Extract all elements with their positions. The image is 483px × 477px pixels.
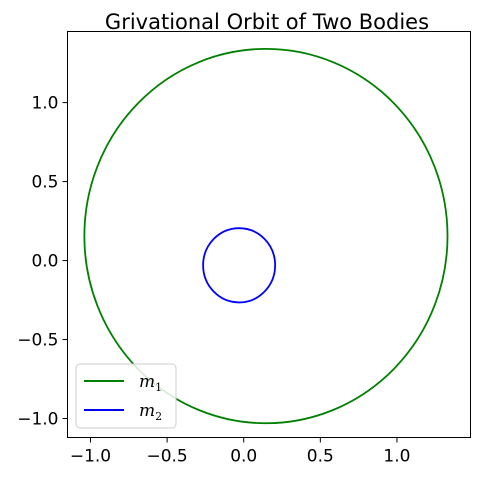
x-tick-label: −1.0	[70, 447, 111, 467]
orbit-line-m2	[202, 227, 277, 304]
x-tick-label: 1.0	[383, 447, 410, 467]
x-tick-label: 0.0	[230, 447, 257, 467]
axis-ticks: −1.0 −0.5 0.0 0.5 1.0 −1.0 −0.5 0.0 0.5 1.0	[17, 94, 410, 467]
orbit-line-m1	[83, 47, 449, 425]
x-tick-label: 0.5	[307, 447, 334, 467]
legend-label-m2: m2	[139, 401, 162, 423]
plot-area	[83, 47, 449, 425]
y-tick-label: 0.0	[31, 252, 58, 272]
legend-label-m1: m1	[139, 372, 162, 394]
y-tick-label: 0.5	[31, 173, 58, 193]
axes-frame	[67, 31, 471, 438]
y-tick-label: −1.0	[17, 410, 58, 430]
chart-title: Grivational Orbit of Two Bodies	[105, 10, 429, 34]
y-tick-label: 1.0	[31, 94, 58, 114]
x-tick-label: −0.5	[146, 447, 187, 467]
y-tick-label: −0.5	[17, 331, 58, 351]
